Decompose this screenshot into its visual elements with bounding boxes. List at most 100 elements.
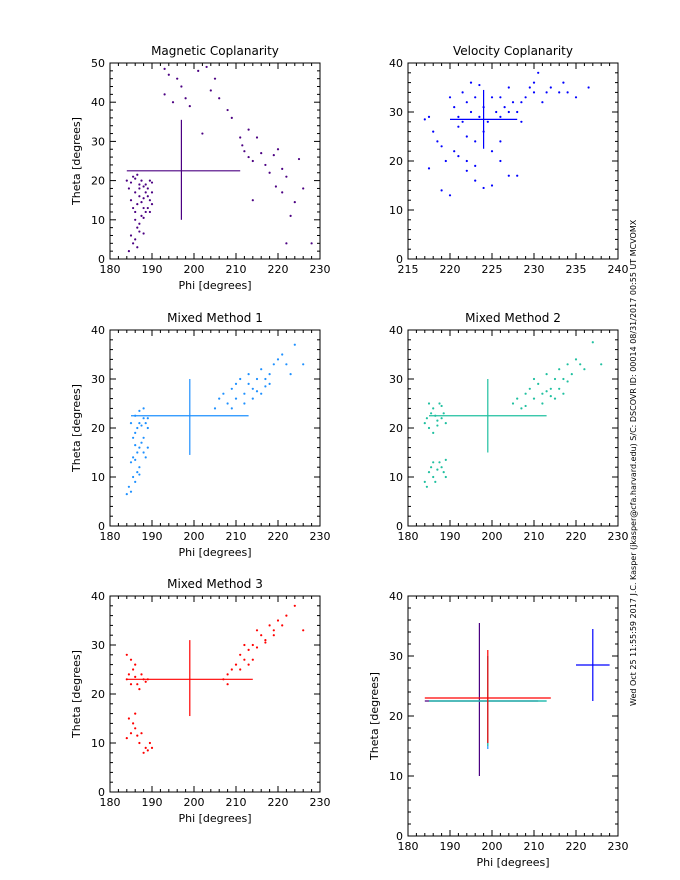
x-tick-label: 200 [184,796,205,809]
data-point [600,363,603,366]
data-point [558,368,561,371]
data-point [444,159,447,163]
data-point [430,412,433,415]
data-point [140,673,143,676]
data-point [268,373,271,376]
x-tick-label: 190 [440,840,461,853]
data-point [142,407,145,410]
x-tick-label: 180 [100,530,121,543]
data-point [167,73,170,76]
data-point [134,458,137,461]
x-tick-label: 180 [398,530,419,543]
data-point [226,108,229,112]
data-point [218,97,221,100]
x-axis-label: Phi [degrees] [178,546,251,559]
data-point [276,358,280,361]
y-tick-label: 40 [389,324,403,337]
data-point [241,144,244,147]
y-tick-label: 50 [91,57,105,70]
x-tick-label: 200 [184,263,205,276]
data-point [129,181,133,184]
data-point [134,431,137,434]
data-point [129,732,133,735]
data-point [251,658,254,661]
data-point [144,680,147,683]
data-point [474,179,477,182]
data-point [438,402,441,405]
data-point [146,187,149,190]
data-point [230,407,233,410]
data-point [302,187,305,190]
data-point [532,91,536,94]
data-point [230,116,233,119]
data-point [440,466,443,469]
data-point [549,86,552,89]
data-point [293,343,296,346]
data-point [465,135,468,138]
data-point [524,96,527,99]
data-point [247,663,250,666]
data-point [293,201,296,204]
data-point [138,230,141,233]
x-tick-label: 210 [226,530,247,543]
data-point [281,624,284,627]
data-point [201,132,204,135]
plot-frame [109,595,321,793]
data-point [264,385,267,388]
data-point [234,397,238,400]
x-tick-label: 225 [482,263,503,276]
data-point [251,643,254,647]
data-point [486,120,489,123]
data-point [255,629,259,632]
y-tick-label: 20 [389,422,403,435]
data-point [134,675,137,678]
data-point [268,624,271,627]
data-point [142,451,145,454]
data-point [125,493,128,496]
y-tick-label: 40 [91,324,105,337]
data-point [432,431,435,434]
data-point [205,65,208,69]
x-tick-label: 180 [100,263,121,276]
data-point [444,458,447,461]
data-point [247,648,250,652]
data-point [255,646,259,649]
data-point [180,85,183,88]
data-point [138,741,141,745]
data-point [142,436,145,439]
data-point [549,387,552,390]
data-point [127,717,130,720]
data-point [440,417,443,420]
x-tick-label: 220 [440,263,461,276]
plot-frame [407,595,619,837]
data-point [427,115,431,118]
data-point [272,363,275,366]
data-point [234,663,238,666]
data-point [537,382,540,385]
data-point [289,214,292,217]
y-tick-label: 10 [389,770,403,783]
data-point [442,471,445,474]
data-point [274,185,277,188]
data-point [440,404,443,408]
data-point [268,382,271,385]
data-point [490,150,494,153]
data-point [532,397,536,400]
data-point [255,377,259,381]
data-point [132,456,135,459]
data-point [243,658,246,661]
data-point [264,377,267,381]
data-point [432,130,435,133]
data-point [436,468,439,471]
data-point [260,368,263,371]
data-point [553,397,557,400]
data-point [134,663,137,666]
data-point [562,81,565,84]
data-point [138,195,141,198]
x-tick-label: 240 [608,263,629,276]
data-point [457,115,460,118]
data-point [138,222,141,225]
data-point [490,184,494,187]
data-point [127,485,130,488]
